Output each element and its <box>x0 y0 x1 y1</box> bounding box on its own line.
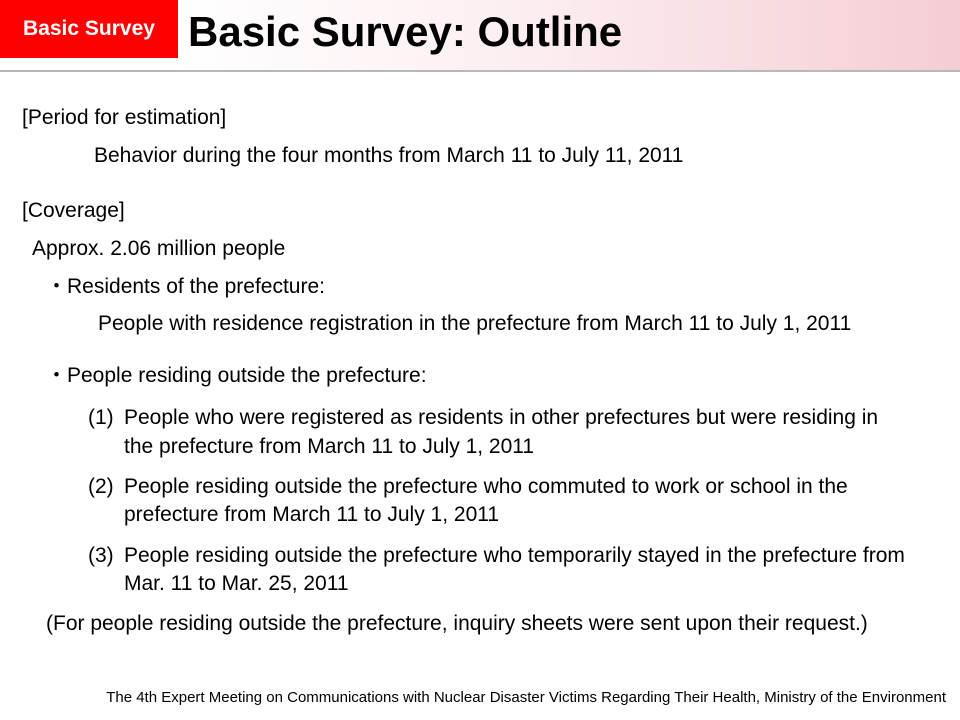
outside-note: (For people residing outside the prefect… <box>22 610 938 638</box>
item-number: (3) <box>88 542 124 599</box>
residents-heading: Residents of the prefecture: <box>67 275 325 298</box>
outside-bullet: ・People residing outside the prefecture: <box>22 362 938 390</box>
bullet-icon: ・ <box>46 364 67 387</box>
item-text: People residing outside the prefecture w… <box>124 473 938 530</box>
coverage-approx: Approx. 2.06 million people <box>22 235 938 263</box>
residents-bullet: ・Residents of the prefecture: <box>22 273 938 301</box>
period-text: Behavior during the four months from Mar… <box>22 142 938 170</box>
survey-badge: Basic Survey <box>0 0 178 58</box>
outside-item-2: (2) People residing outside the prefectu… <box>22 473 938 530</box>
outside-item-1: (1) People who were registered as reside… <box>22 404 938 461</box>
item-text: People who were registered as residents … <box>124 404 938 461</box>
slide-content: [Period for estimation] Behavior during … <box>0 72 960 639</box>
header-bar: Basic Survey Basic Survey: Outline <box>0 0 960 72</box>
page-title: Basic Survey: Outline <box>188 8 622 56</box>
coverage-label: [Coverage] <box>22 197 938 225</box>
outside-heading: People residing outside the prefecture: <box>67 364 427 387</box>
item-text: People residing outside the prefecture w… <box>124 542 938 599</box>
item-number: (1) <box>88 404 124 461</box>
residents-detail: People with residence registration in th… <box>22 310 938 338</box>
footer-citation: The 4th Expert Meeting on Communications… <box>14 689 946 706</box>
period-label: [Period for estimation] <box>22 104 938 132</box>
badge-label: Basic Survey <box>23 17 155 41</box>
item-number: (2) <box>88 473 124 530</box>
bullet-icon: ・ <box>46 275 67 298</box>
outside-item-3: (3) People residing outside the prefectu… <box>22 542 938 599</box>
